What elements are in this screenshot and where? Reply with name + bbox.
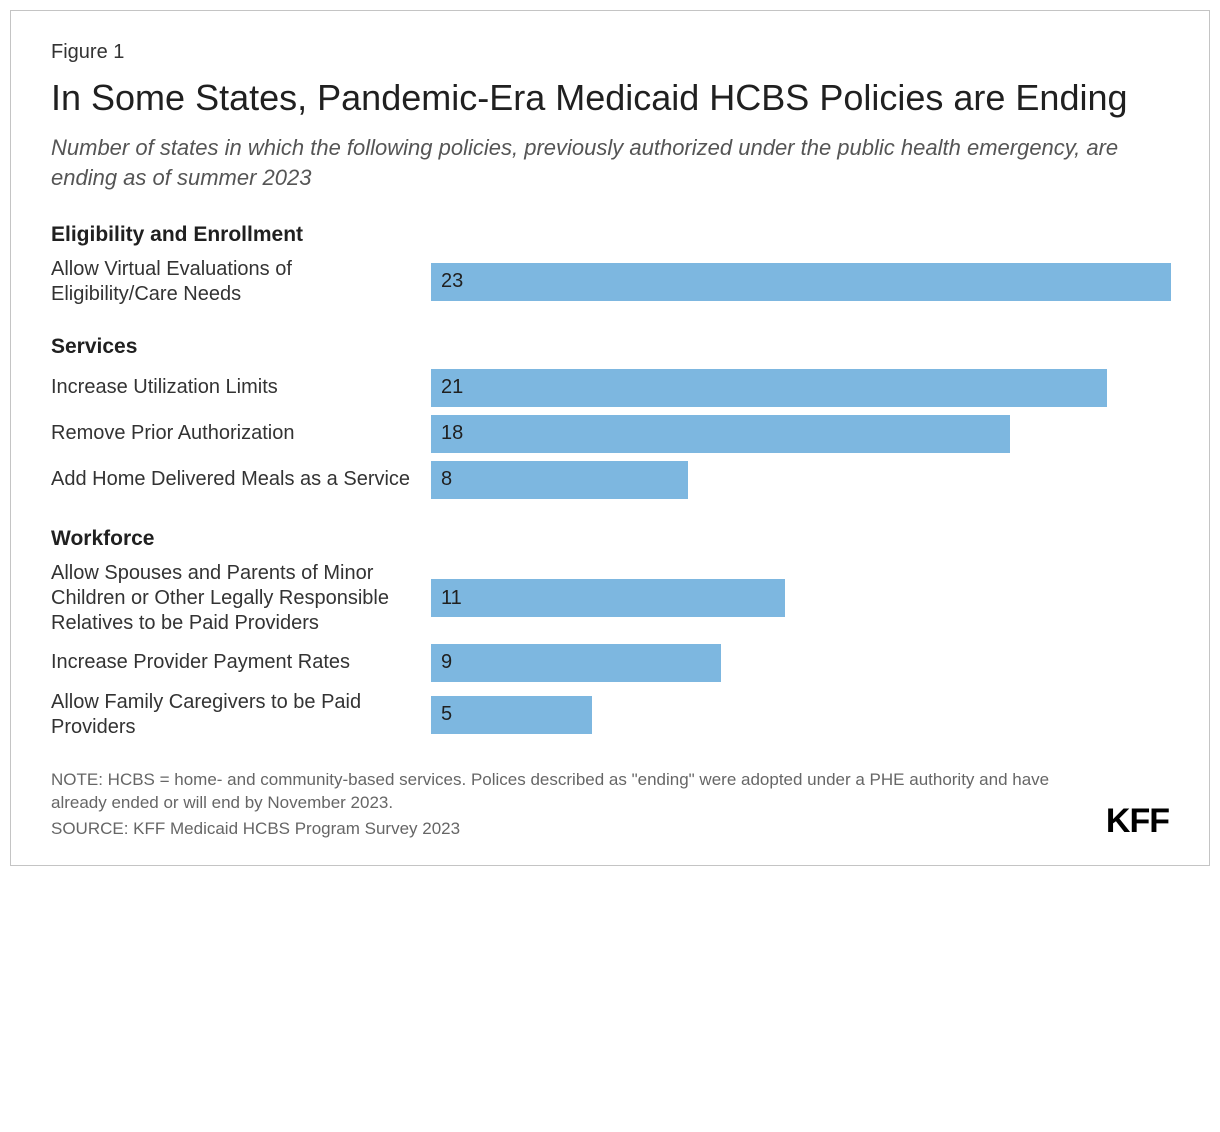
chart-section: Eligibility and Enrollment Allow Virtual … — [51, 223, 1169, 307]
bar-row: Remove Prior Authorization 18 — [51, 415, 1169, 453]
bar-label: Remove Prior Authorization — [51, 421, 431, 446]
bar-label: Allow Spouses and Parents of Minor Child… — [51, 561, 431, 636]
bar-label: Add Home Delivered Meals as a Service — [51, 467, 431, 492]
bar-value: 23 — [441, 270, 463, 293]
bar-area: 5 — [431, 696, 1169, 734]
figure-label: Figure 1 — [51, 41, 1169, 64]
bar-label: Allow Family Caregivers to be Paid Provi… — [51, 690, 431, 740]
bar-value: 21 — [441, 376, 463, 399]
bar-value: 9 — [441, 651, 452, 674]
bar-row: Allow Virtual Evaluations of Eligibility… — [51, 257, 1169, 307]
figure-container: Figure 1 In Some States, Pandemic-Era Me… — [10, 10, 1210, 866]
bar-label: Allow Virtual Evaluations of Eligibility… — [51, 257, 431, 307]
bar-value: 11 — [441, 587, 462, 610]
bar: 5 — [431, 696, 592, 734]
figure-subtitle: Number of states in which the following … — [51, 133, 1169, 192]
section-heading: Services — [51, 335, 1169, 359]
bar-row: Add Home Delivered Meals as a Service 8 — [51, 461, 1169, 499]
section-heading: Workforce — [51, 527, 1169, 551]
chart-section: Services Increase Utilization Limits 21 Rem… — [51, 335, 1169, 499]
bar-area: 23 — [431, 263, 1171, 301]
bar-area: 8 — [431, 461, 1169, 499]
footer-note: NOTE: HCBS = home- and community-based s… — [51, 768, 1086, 816]
kff-logo: KFF — [1106, 802, 1169, 841]
bar-row: Increase Utilization Limits 21 — [51, 369, 1169, 407]
bar-value: 8 — [441, 468, 452, 491]
bar-area: 18 — [431, 415, 1169, 453]
bar-area: 9 — [431, 644, 1169, 682]
bar-row: Increase Provider Payment Rates 9 — [51, 644, 1169, 682]
bar-row: Allow Spouses and Parents of Minor Child… — [51, 561, 1169, 636]
chart-body: Eligibility and Enrollment Allow Virtual … — [51, 223, 1169, 740]
bar-row: Allow Family Caregivers to be Paid Provi… — [51, 690, 1169, 740]
chart-section: Workforce Allow Spouses and Parents of Mi… — [51, 527, 1169, 740]
bar-value: 18 — [441, 422, 463, 445]
bar-area: 11 — [431, 579, 1169, 617]
bar: 18 — [431, 415, 1010, 453]
bar-value: 5 — [441, 703, 452, 726]
footer-text: NOTE: HCBS = home- and community-based s… — [51, 768, 1106, 841]
bar: 8 — [431, 461, 688, 499]
bar-label: Increase Provider Payment Rates — [51, 650, 431, 675]
bar-area: 21 — [431, 369, 1169, 407]
figure-title: In Some States, Pandemic-Era Medicaid HC… — [51, 76, 1169, 119]
figure-footer: NOTE: HCBS = home- and community-based s… — [51, 768, 1169, 841]
bar: 23 — [431, 263, 1171, 301]
bar-label: Increase Utilization Limits — [51, 375, 431, 400]
footer-source: SOURCE: KFF Medicaid HCBS Program Survey… — [51, 817, 1086, 841]
bar: 21 — [431, 369, 1107, 407]
section-heading: Eligibility and Enrollment — [51, 223, 1169, 247]
bar: 11 — [431, 579, 785, 617]
bar: 9 — [431, 644, 721, 682]
